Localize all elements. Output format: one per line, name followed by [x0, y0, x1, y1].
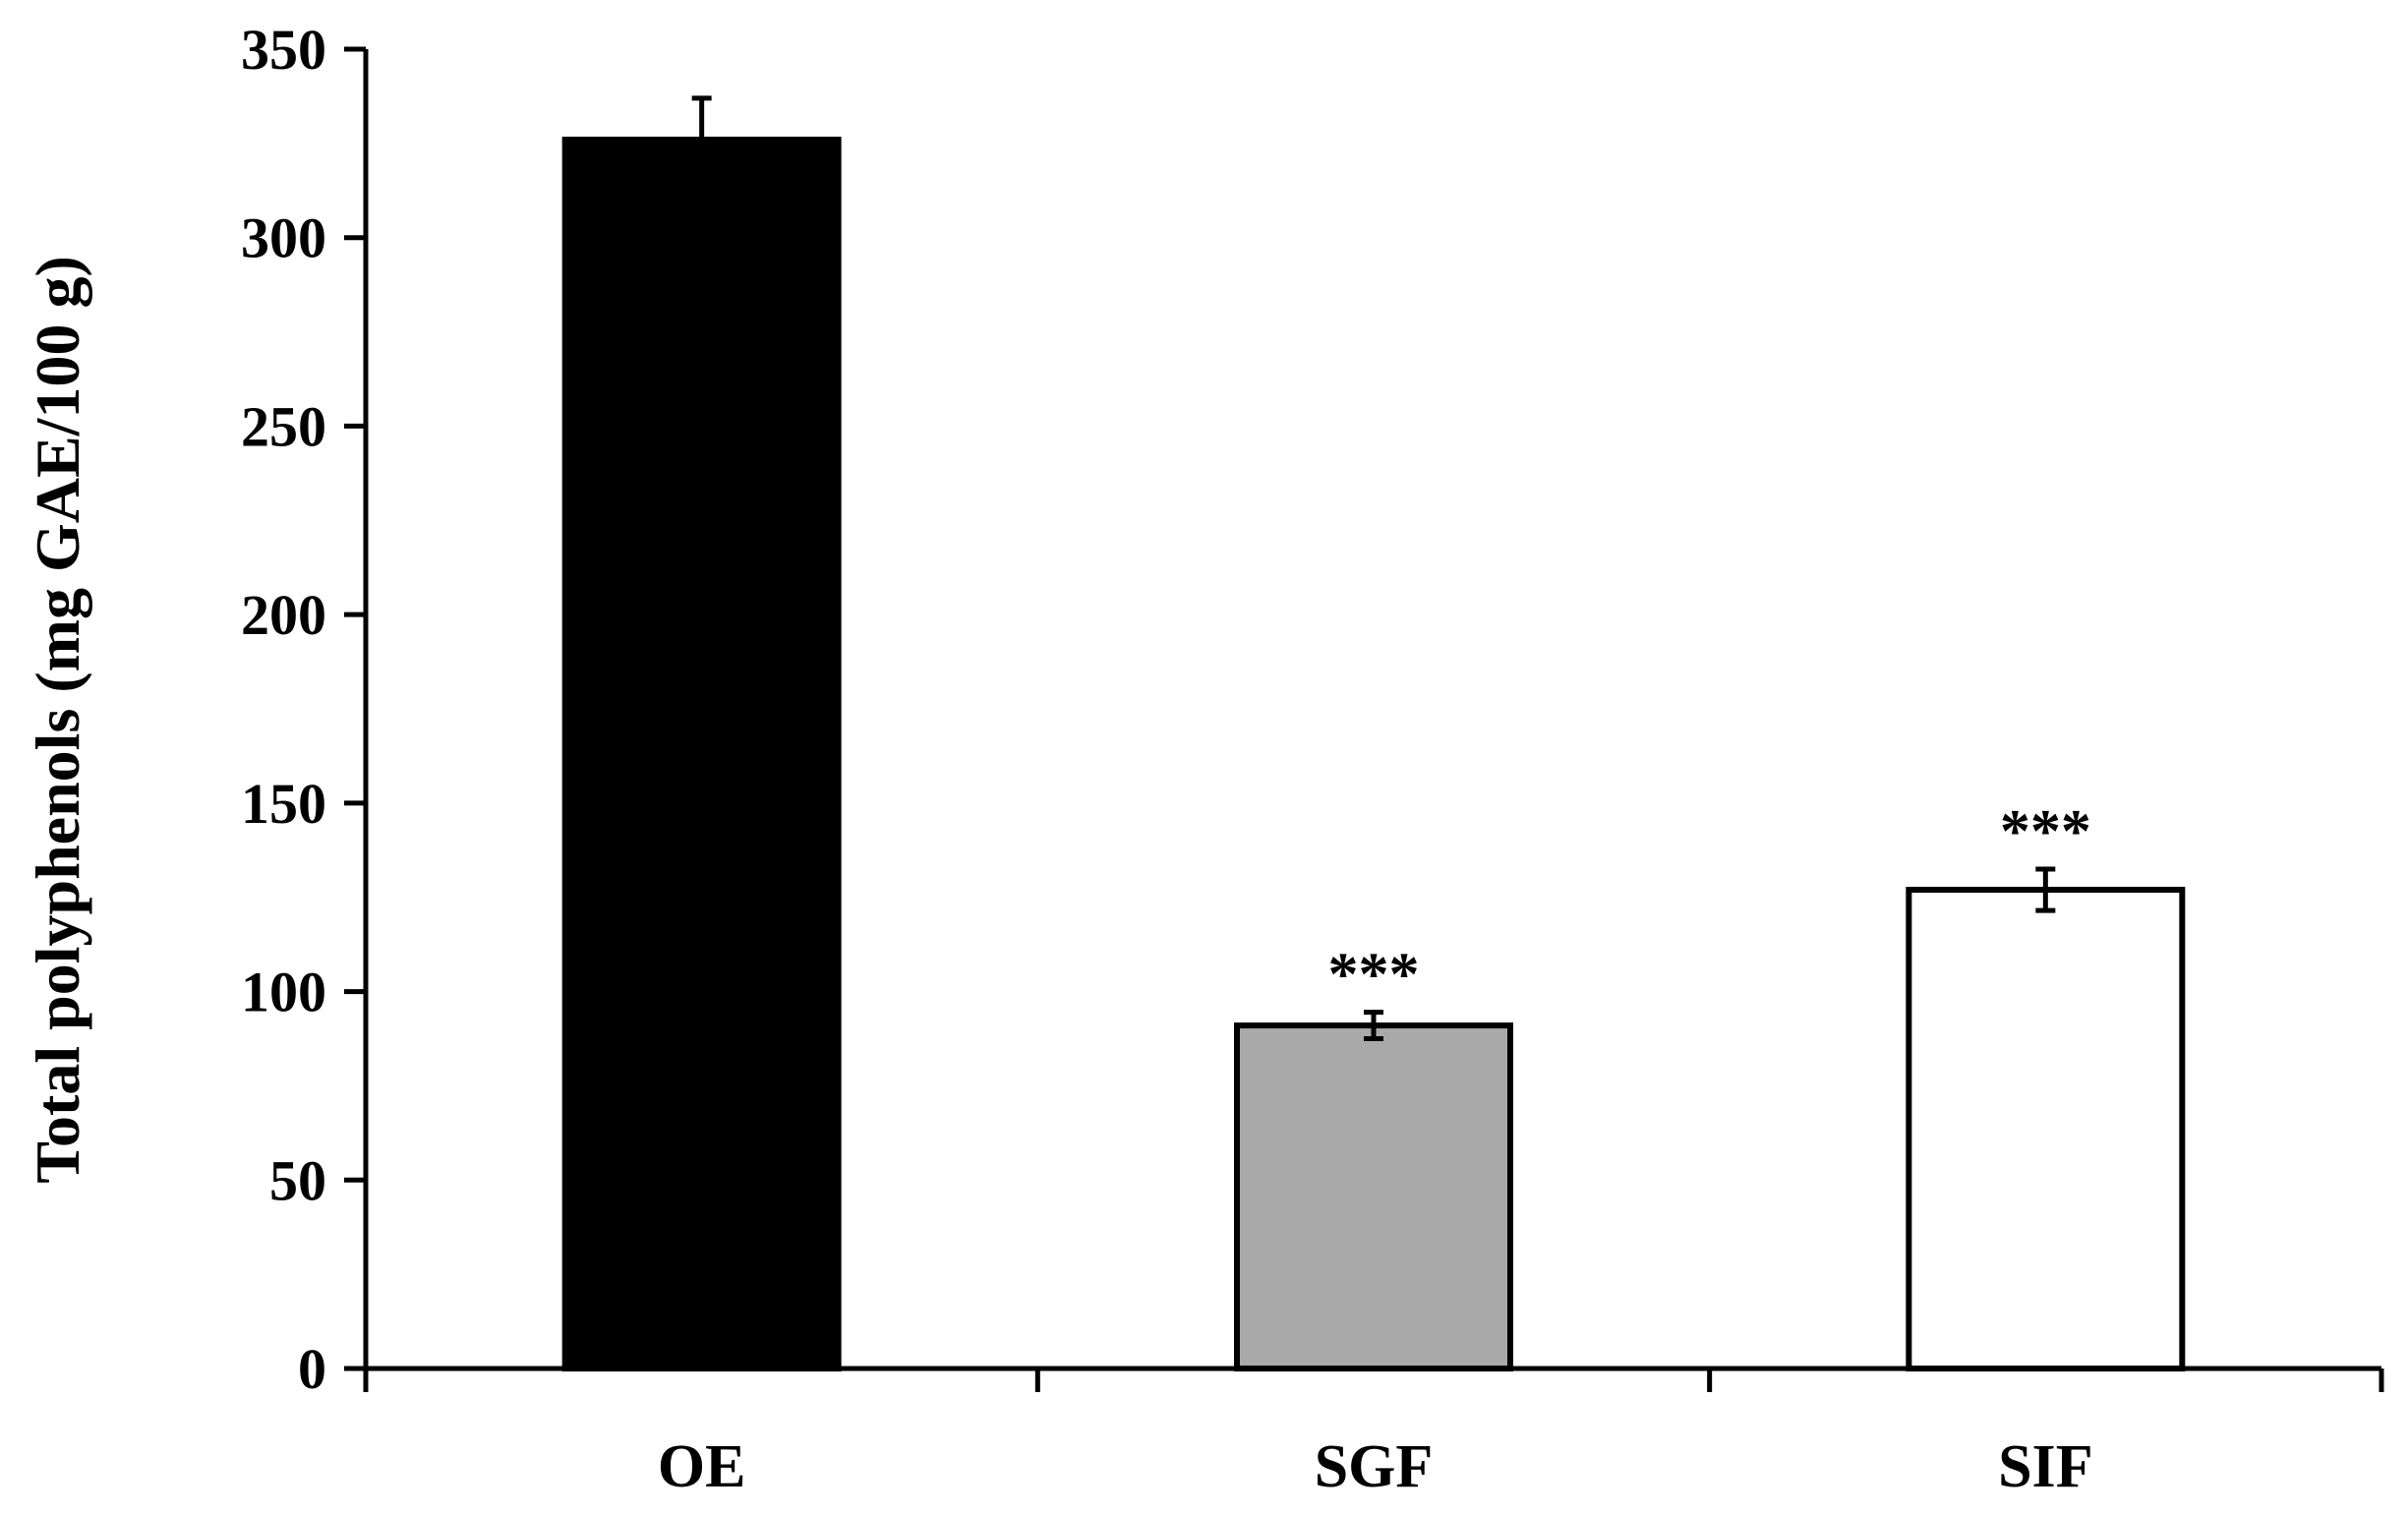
- y-tick-label-50: 50: [269, 1148, 326, 1212]
- y-tick-label-100: 100: [241, 961, 326, 1024]
- y-tick-label-0: 0: [298, 1337, 326, 1401]
- y-tick-label-200: 200: [241, 583, 326, 647]
- y-tick-label-150: 150: [241, 772, 326, 836]
- error-bars: [691, 95, 2056, 1041]
- x-axis-ticks: [363, 1369, 2384, 1392]
- significance-sif: ***: [2000, 798, 2091, 865]
- significance-sgf: ***: [1328, 942, 1420, 1009]
- bar-sif: [1906, 887, 2186, 1371]
- bars: [561, 137, 2186, 1372]
- significance-labels: *** ***: [1328, 798, 2091, 1009]
- y-tick-label-350: 350: [241, 18, 326, 82]
- category-label-sgf: SGF: [1315, 1433, 1434, 1500]
- category-label-sif: SIF: [1998, 1433, 2092, 1500]
- y-axis-label: Total polyphenols (mg GAE/100 g): [23, 256, 92, 1184]
- y-tick-label-300: 300: [241, 206, 326, 270]
- y-axis-ticks: 0 50 100 150 200 250 300 350: [241, 18, 366, 1401]
- category-labels: OE SGF SIF: [658, 1433, 2093, 1500]
- y-tick-label-250: 250: [241, 394, 326, 458]
- bar-oe: [561, 137, 842, 1372]
- category-label-oe: OE: [658, 1433, 746, 1500]
- bar-sgf: [1234, 1022, 1513, 1371]
